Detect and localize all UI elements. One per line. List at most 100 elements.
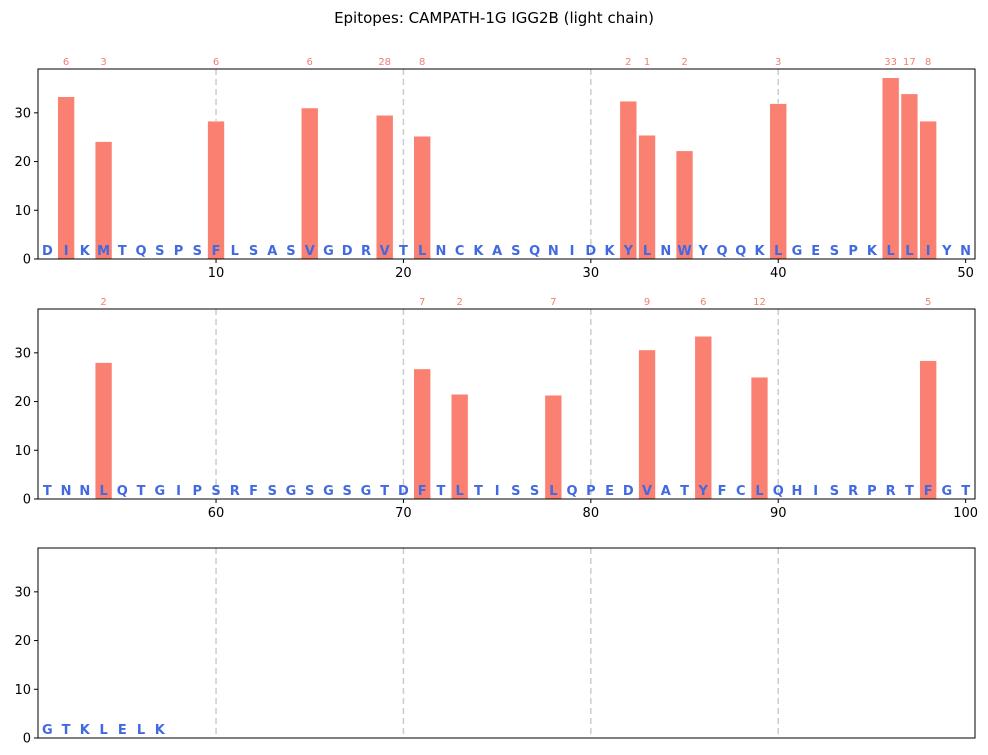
x-tick-label: 70 bbox=[395, 506, 412, 521]
residue-letter: N bbox=[79, 484, 90, 499]
residue-letter: A bbox=[267, 244, 277, 259]
y-tick-label: 30 bbox=[14, 106, 31, 121]
residue-letter: T bbox=[961, 484, 970, 499]
residue-letter: Q bbox=[567, 484, 578, 499]
residue-letter: L bbox=[99, 723, 107, 738]
residue-letter: N bbox=[435, 244, 446, 259]
bar bbox=[301, 107, 319, 260]
residue-letter: H bbox=[792, 484, 803, 499]
chart-panels: 6 3 6 6 28 8 2 1 2 3 33 17 8D I K M T Q S P S F L S A S V G D R V T L N C K… bbox=[14, 57, 978, 747]
bar-count-label: 3 bbox=[775, 57, 781, 68]
bar bbox=[207, 120, 225, 260]
residue-letter: S bbox=[211, 484, 220, 499]
residue-letter: T bbox=[118, 244, 127, 259]
residue-letter: G bbox=[154, 484, 165, 499]
residue-letter: C bbox=[736, 484, 746, 499]
residue-letter: I bbox=[176, 484, 181, 499]
x-tick-label: 40 bbox=[770, 266, 787, 281]
residue-letter: G bbox=[942, 484, 953, 499]
residue-letter: T bbox=[436, 484, 445, 499]
residue-letter: L bbox=[755, 484, 763, 499]
residue-letter: T bbox=[474, 484, 483, 499]
residue-letter: Y bbox=[623, 244, 634, 259]
residue-letter: K bbox=[605, 244, 616, 259]
residue-letter: L bbox=[774, 244, 782, 259]
residue-letter: D bbox=[42, 244, 53, 259]
residue-letter: I bbox=[64, 244, 69, 259]
bar bbox=[413, 135, 431, 260]
residue-letter: K bbox=[155, 723, 166, 738]
panel-1: 6 3 6 6 28 8 2 1 2 3 33 17 8D I K M T Q S P S F L S A S V G D R V T L N C K… bbox=[14, 57, 976, 281]
residue-letter: S bbox=[343, 484, 352, 499]
bar bbox=[675, 150, 694, 260]
bar bbox=[900, 93, 919, 260]
y-tick-label: 10 bbox=[14, 683, 31, 698]
residue-letter: N bbox=[548, 244, 559, 259]
residue-letter: F bbox=[212, 244, 221, 259]
residue-letter: D bbox=[342, 244, 353, 259]
residue-letter: S bbox=[511, 244, 520, 259]
residue-letter: M bbox=[97, 244, 110, 259]
x-tick-label: 80 bbox=[583, 506, 600, 521]
residue-letter: L bbox=[643, 244, 651, 259]
residue-letter: T bbox=[680, 484, 689, 499]
bar bbox=[881, 77, 900, 260]
residue-letter: P bbox=[174, 244, 184, 259]
residue-letter: L bbox=[549, 484, 557, 499]
residue-letter: F bbox=[924, 484, 933, 499]
chart-title: Epitopes: CAMPATH-1G IGG2B (light chain) bbox=[334, 9, 654, 27]
residue-letter: Y bbox=[698, 244, 709, 259]
bar-count-label: 6 bbox=[700, 297, 706, 308]
residue-letter: N bbox=[660, 244, 671, 259]
residue-letter: T bbox=[43, 484, 52, 499]
residue-letter: P bbox=[848, 244, 858, 259]
residue-letter: E bbox=[118, 723, 127, 738]
residue-letter: I bbox=[926, 244, 931, 259]
residue-letter: G bbox=[361, 484, 372, 499]
bar bbox=[694, 336, 712, 500]
bar bbox=[919, 360, 937, 500]
residue-letter: Y bbox=[698, 484, 709, 499]
residue-letter: R bbox=[886, 484, 896, 499]
residue-letter: T bbox=[380, 484, 389, 499]
residue-letter: V bbox=[642, 484, 652, 499]
residue-letter: T bbox=[62, 723, 71, 738]
bar-count-label: 2 bbox=[456, 297, 462, 308]
y-tick-label: 30 bbox=[14, 585, 31, 600]
y-tick-label: 10 bbox=[14, 444, 31, 459]
residue-letter: F bbox=[249, 484, 258, 499]
residue-letter: N bbox=[61, 484, 72, 499]
bar-count-label: 28 bbox=[378, 57, 391, 68]
residue-letter: S bbox=[155, 244, 164, 259]
bar-count-label: 7 bbox=[550, 297, 556, 308]
y-tick-label: 20 bbox=[14, 634, 31, 649]
residue-letter: V bbox=[305, 244, 315, 259]
residue-letter: T bbox=[905, 484, 914, 499]
residue-letter: S bbox=[530, 484, 539, 499]
residue-letter: S bbox=[286, 244, 295, 259]
residue-letter: L bbox=[137, 723, 145, 738]
x-tick-label: 30 bbox=[583, 266, 600, 281]
bar-count-label: 2 bbox=[625, 57, 631, 68]
residue-letter: C bbox=[455, 244, 465, 259]
residue-letter: I bbox=[495, 484, 500, 499]
residue-letter: F bbox=[418, 484, 427, 499]
residue-letter: V bbox=[380, 244, 390, 259]
residue-letter: S bbox=[305, 484, 314, 499]
x-tick-label: 50 bbox=[957, 266, 974, 281]
axes-frame bbox=[37, 547, 976, 739]
bar bbox=[619, 100, 637, 260]
axes-frame bbox=[37, 68, 976, 260]
bar-count-label: 3 bbox=[100, 57, 106, 68]
residue-letter: I bbox=[570, 244, 575, 259]
x-tick-label: 60 bbox=[208, 506, 225, 521]
x-tick-label: 100 bbox=[953, 506, 978, 521]
residue-letter: G bbox=[42, 723, 53, 738]
residue-letter: P bbox=[586, 484, 596, 499]
residue-letter: G bbox=[792, 244, 803, 259]
bar-count-label: 33 bbox=[884, 57, 897, 68]
bar bbox=[376, 115, 394, 260]
residue-letter: I bbox=[813, 484, 818, 499]
